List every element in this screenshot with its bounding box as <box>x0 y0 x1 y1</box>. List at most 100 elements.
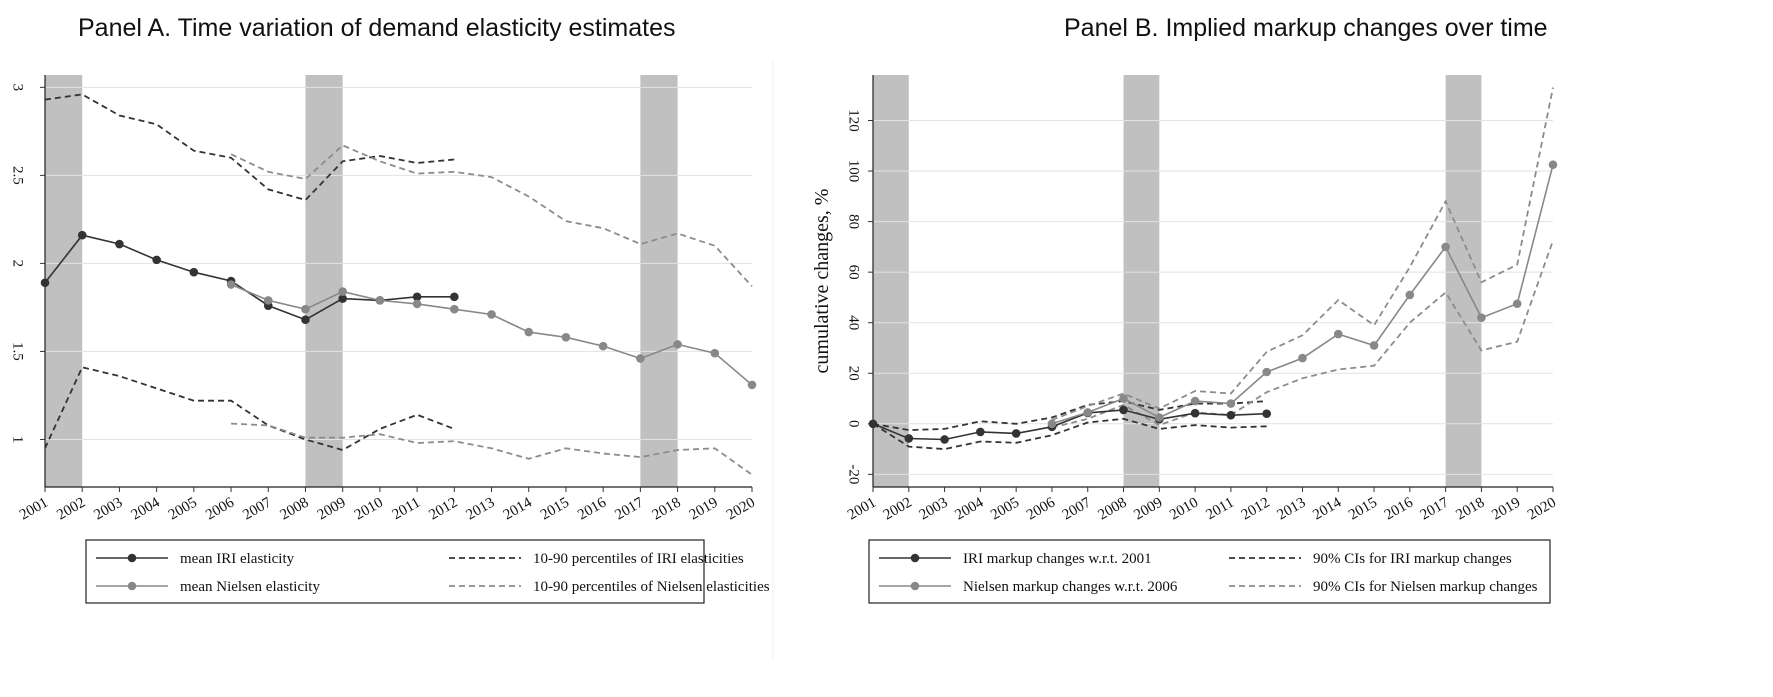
y-tick-label: 3 <box>10 84 26 92</box>
data-point <box>747 380 757 390</box>
x-tick-label: 2009 <box>315 495 349 524</box>
x-tick-label: 2020 <box>1525 495 1559 524</box>
legend-label: 10-90 percentiles of IRI elasticities <box>533 551 744 567</box>
legend-marker <box>127 553 137 563</box>
data-point <box>487 310 496 319</box>
x-tick-label: 2016 <box>575 494 609 523</box>
legend-label: Nielsen markup changes w.r.t. 2006 <box>963 579 1178 595</box>
y-tick-label: 1 <box>10 436 26 444</box>
panel-b-title: Panel B. Implied markup changes over tim… <box>1064 14 1548 42</box>
x-tick-label: 2013 <box>1274 495 1308 524</box>
x-tick-label: 2004 <box>129 494 163 523</box>
data-point <box>524 327 534 337</box>
x-tick-label: 2011 <box>1203 495 1237 524</box>
legend-label: 10-90 percentiles of Nielsen elasticitie… <box>533 579 770 595</box>
x-tick-label: 2018 <box>650 495 684 524</box>
series-line <box>1051 87 1554 421</box>
series-line <box>872 417 1267 451</box>
series-line <box>231 422 753 476</box>
x-tick-label: 2016 <box>1382 494 1416 523</box>
x-tick-label: 2008 <box>277 495 311 524</box>
data-point <box>115 239 124 249</box>
x-tick-label: 2001 <box>845 495 879 524</box>
shaded-period <box>640 75 678 487</box>
x-tick-label: 2002 <box>54 495 88 524</box>
x-tick-label: 2015 <box>538 495 572 524</box>
data-point <box>450 292 459 302</box>
y-axis-label: cumulative changes, % <box>811 189 833 374</box>
x-tick-label: 2004 <box>952 494 986 523</box>
data-point <box>868 419 878 429</box>
x-tick-label: 2007 <box>240 494 274 523</box>
legend-marker <box>910 581 920 591</box>
data-point <box>263 296 273 305</box>
y-tick-label: 100 <box>846 160 862 183</box>
data-point <box>561 333 571 342</box>
x-tick-label: 2017 <box>612 494 646 523</box>
x-tick-label: 2014 <box>1310 494 1344 523</box>
x-tick-label: 2003 <box>91 495 125 524</box>
data-point <box>189 267 199 277</box>
data-point <box>226 280 236 289</box>
shaded-period <box>873 75 909 487</box>
x-tick-label: 2002 <box>881 495 915 524</box>
panel-b-legend: IRI markup changes w.r.t. 2001 90% CIs fo… <box>868 539 1551 604</box>
data-point <box>1548 160 1558 170</box>
series-line <box>44 234 455 321</box>
x-tick-label: 2007 <box>1060 494 1094 523</box>
y-tick-label: 0 <box>846 420 862 428</box>
data-point <box>1083 408 1093 417</box>
x-tick-label: 2015 <box>1346 495 1380 524</box>
legend-marker <box>910 553 920 563</box>
series-line <box>872 400 1267 432</box>
x-tick-label: 2010 <box>352 495 386 524</box>
data-point <box>598 341 608 351</box>
data-point <box>412 299 422 309</box>
data-point <box>673 340 682 349</box>
legend-label: 90% CIs for IRI markup changes <box>1313 551 1512 567</box>
data-point <box>40 278 50 288</box>
shaded-period <box>1123 75 1160 487</box>
data-point <box>940 435 949 444</box>
legend-label: IRI markup changes w.r.t. 2001 <box>963 551 1152 567</box>
data-point <box>77 230 87 240</box>
legend-label: 90% CIs for Nielsen markup changes <box>1313 579 1538 595</box>
x-tick-label: 2012 <box>1239 495 1273 524</box>
x-tick-label: 2017 <box>1418 494 1452 523</box>
y-tick-label: 60 <box>846 265 862 280</box>
data-point <box>1190 396 1200 406</box>
x-tick-label: 2001 <box>17 495 51 524</box>
x-tick-label: 2018 <box>1453 495 1487 524</box>
y-tick-label: 2 <box>10 260 26 268</box>
data-point <box>1477 313 1486 322</box>
data-point <box>1226 410 1236 420</box>
data-point <box>1369 341 1379 350</box>
data-point <box>338 287 347 296</box>
x-tick-label: 2013 <box>464 495 498 524</box>
data-point <box>636 354 645 363</box>
shaded-period <box>45 75 83 487</box>
x-tick-label: 2005 <box>166 495 200 524</box>
data-point <box>1333 329 1343 339</box>
x-tick-label: 2010 <box>1167 495 1201 524</box>
data-point <box>1441 242 1450 252</box>
data-point <box>1226 399 1236 408</box>
x-tick-label: 2006 <box>1024 494 1058 523</box>
y-tick-label: 1.5 <box>10 342 26 361</box>
data-point <box>301 315 310 325</box>
shaded-period <box>305 75 343 487</box>
x-tick-label: 2019 <box>1489 495 1523 524</box>
data-point <box>1262 409 1271 418</box>
series-line <box>1051 240 1554 429</box>
data-point <box>710 348 720 358</box>
x-tick-label: 2011 <box>390 495 424 524</box>
data-point <box>301 304 310 314</box>
data-point <box>1262 367 1271 377</box>
legend-box <box>85 539 705 604</box>
y-tick-label: -20 <box>846 464 862 484</box>
x-tick-label: 2012 <box>426 495 460 524</box>
x-tick-label: 2009 <box>1131 495 1165 524</box>
